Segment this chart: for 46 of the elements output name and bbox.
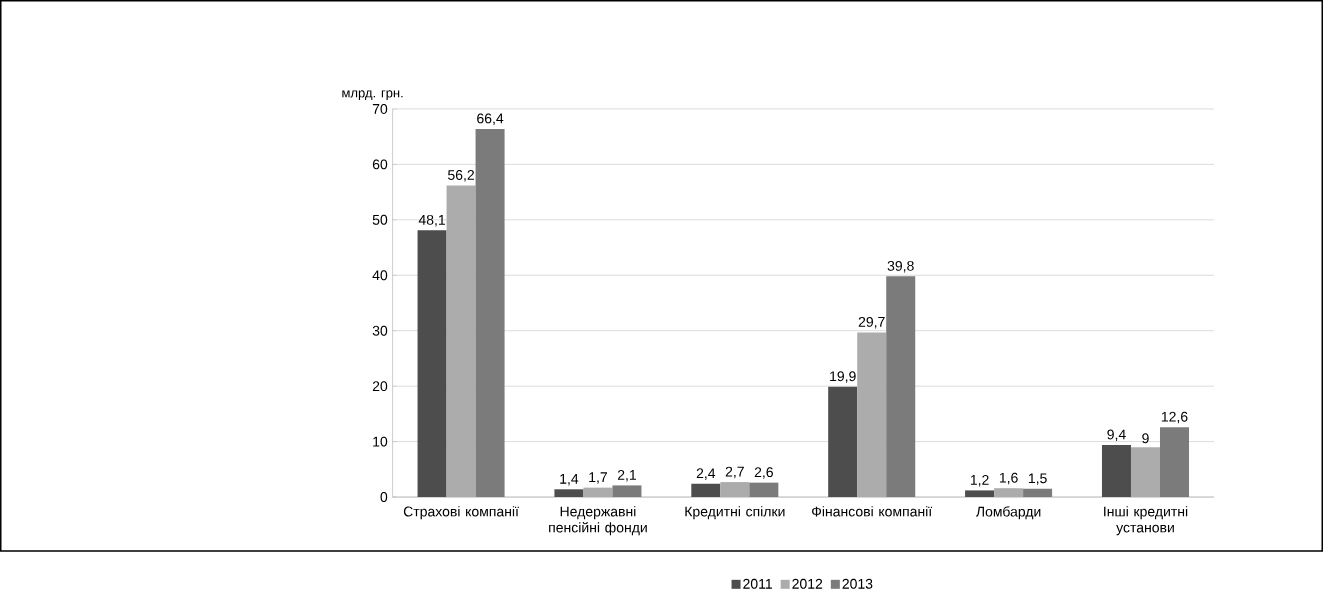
- x-tick-label: Страхові компанії: [403, 506, 519, 520]
- data-label: 29,7: [858, 317, 885, 329]
- data-label: 1,7: [589, 472, 607, 484]
- bar: [1101, 445, 1131, 498]
- data-label: 2,6: [754, 467, 773, 479]
- x-tick-label: Кредитні спілки: [685, 506, 785, 520]
- data-label: 2,1: [617, 470, 637, 482]
- bar: [828, 386, 858, 498]
- y-axis-title: млрд. грн.: [342, 90, 403, 101]
- x-tick-label: Фінансові компанії: [812, 506, 933, 517]
- data-label: 9,4: [1107, 429, 1126, 442]
- bar: [994, 488, 1024, 498]
- bar: [417, 230, 447, 498]
- data-label: 56,2: [448, 170, 474, 182]
- bar: [554, 489, 584, 498]
- data-label: 2,4: [696, 468, 716, 480]
- x-tick-label: Ломбарди: [976, 506, 1041, 520]
- data-label: 2,7: [725, 466, 744, 479]
- x-tick-label: Недержавні пенсійні фонди: [549, 506, 647, 536]
- y-tick-label: 60: [372, 159, 388, 170]
- data-label: 1,2: [970, 475, 989, 487]
- legend-label: 2011: [743, 578, 772, 589]
- bar: [720, 482, 750, 498]
- bar: [691, 483, 721, 498]
- y-tick-label: 0: [380, 492, 388, 503]
- y-tick-label: 50: [372, 214, 388, 225]
- bar: [1130, 447, 1160, 498]
- y-tick-label: 20: [372, 381, 388, 392]
- x-tick-label: Інші кредитні установи: [1104, 506, 1188, 536]
- y-tick-label: 70: [372, 104, 388, 114]
- data-label: 39,8: [887, 261, 914, 273]
- bar: [583, 487, 613, 498]
- legend-label: 2012: [792, 578, 823, 589]
- y-tick-label: 30: [372, 325, 388, 336]
- data-label: 1,5: [1028, 473, 1047, 485]
- data-label: 48,1: [418, 215, 445, 227]
- data-label: 12,6: [1161, 411, 1188, 424]
- data-label: 19,9: [830, 371, 856, 383]
- y-tick-label: 40: [372, 270, 388, 281]
- data-label: 9: [1142, 433, 1149, 444]
- legend-label: 2013: [842, 578, 873, 589]
- data-label: 1,6: [999, 472, 1018, 485]
- data-label: 1,4: [560, 474, 579, 486]
- data-label: 66,4: [477, 113, 504, 126]
- bar: [965, 490, 995, 498]
- y-tick-label: 10: [373, 436, 388, 447]
